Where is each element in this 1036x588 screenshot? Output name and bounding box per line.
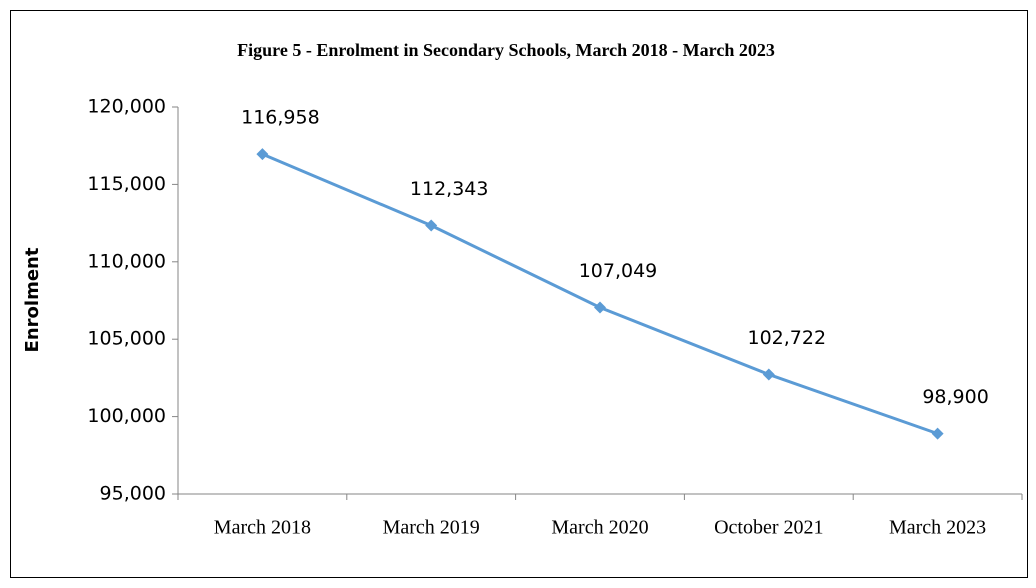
data-label: 102,722: [748, 327, 827, 349]
y-tick-label: 110,000: [87, 250, 166, 272]
x-tick-label: October 2021: [714, 517, 823, 539]
data-point: [256, 148, 269, 161]
chart-title: Figure 5 - Enrolment in Secondary School…: [237, 40, 775, 60]
y-axis-title: Enrolment: [22, 247, 43, 352]
data-point: [931, 427, 944, 440]
y-tick-label: 115,000: [87, 173, 166, 195]
y-tick-label: 105,000: [87, 328, 166, 350]
x-tick-label: March 2020: [551, 517, 648, 539]
y-tick-label: 120,000: [87, 96, 166, 118]
y-tick-label: 95,000: [100, 483, 166, 505]
x-tick-label: March 2019: [383, 517, 480, 539]
data-label: 112,343: [410, 178, 489, 200]
data-point: [425, 219, 438, 232]
data-label: 116,958: [241, 107, 320, 129]
chart-frame: [10, 10, 1028, 578]
y-tick-label: 100,000: [87, 405, 166, 427]
x-tick-label: March 2018: [214, 517, 311, 539]
x-tick-label: March 2023: [889, 517, 986, 539]
data-point: [594, 301, 606, 314]
data-label: 98,900: [922, 386, 988, 408]
data-label: 107,049: [579, 260, 658, 282]
data-point: [762, 368, 775, 381]
